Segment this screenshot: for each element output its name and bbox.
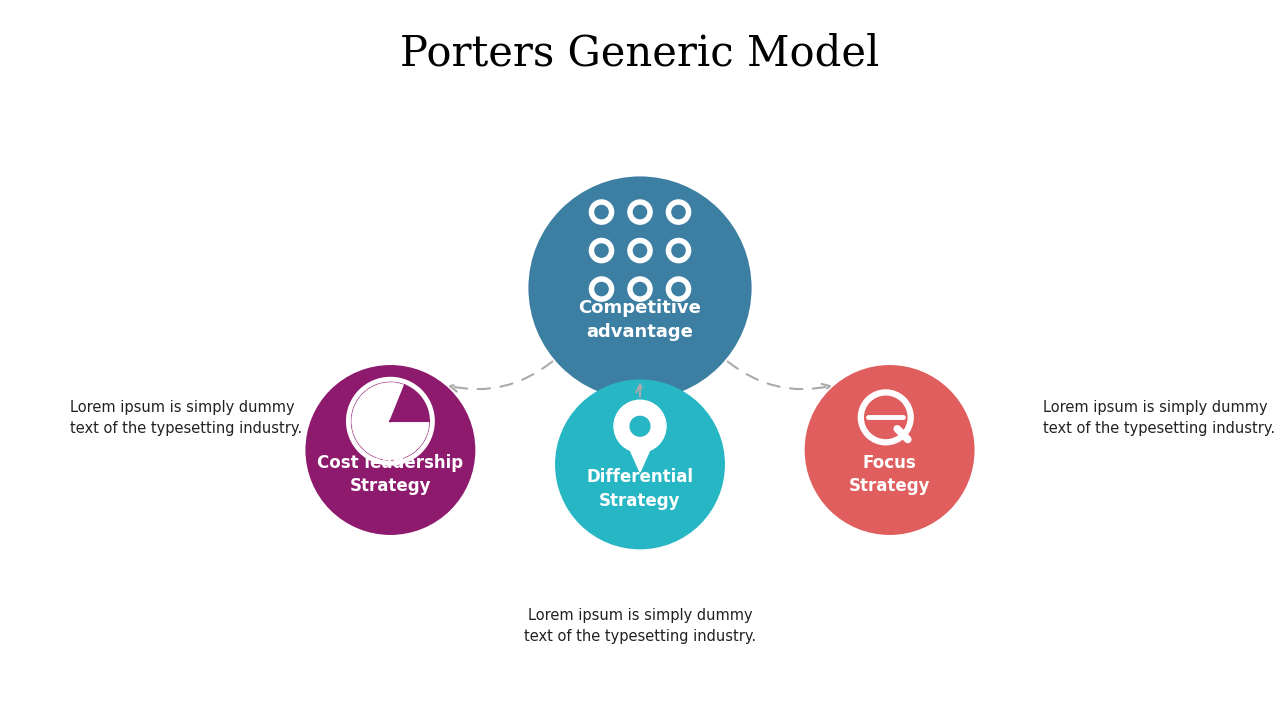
Circle shape — [667, 238, 691, 263]
Circle shape — [595, 244, 608, 257]
Circle shape — [306, 365, 475, 535]
Circle shape — [556, 379, 724, 549]
Wedge shape — [352, 382, 429, 460]
Circle shape — [672, 282, 685, 296]
Text: Differential
Strategy: Differential Strategy — [586, 468, 694, 510]
Circle shape — [628, 277, 652, 301]
Polygon shape — [621, 430, 659, 472]
Text: Cost leadership
Strategy: Cost leadership Strategy — [317, 454, 463, 495]
Circle shape — [595, 282, 608, 296]
Circle shape — [628, 200, 652, 224]
Circle shape — [630, 416, 650, 436]
Text: Lorem ipsum is simply dummy
text of the typesetting industry.: Lorem ipsum is simply dummy text of the … — [1043, 400, 1275, 436]
Text: Lorem ipsum is simply dummy
text of the typesetting industry.: Lorem ipsum is simply dummy text of the … — [70, 400, 302, 436]
Text: Competitive
advantage: Competitive advantage — [579, 299, 701, 341]
Circle shape — [634, 244, 646, 257]
Circle shape — [672, 244, 685, 257]
Text: Focus
Strategy: Focus Strategy — [849, 454, 931, 495]
Text: Porters Generic Model: Porters Generic Model — [401, 33, 879, 75]
Circle shape — [589, 277, 613, 301]
Circle shape — [589, 238, 613, 263]
Circle shape — [634, 282, 646, 296]
Circle shape — [595, 205, 608, 219]
Text: Lorem ipsum is simply dummy
text of the typesetting industry.: Lorem ipsum is simply dummy text of the … — [524, 608, 756, 644]
Circle shape — [614, 400, 666, 452]
Circle shape — [628, 238, 652, 263]
Circle shape — [805, 365, 974, 535]
Circle shape — [667, 200, 691, 224]
Circle shape — [529, 176, 751, 400]
Circle shape — [589, 200, 613, 224]
Circle shape — [667, 277, 691, 301]
Circle shape — [672, 205, 685, 219]
Circle shape — [634, 205, 646, 219]
